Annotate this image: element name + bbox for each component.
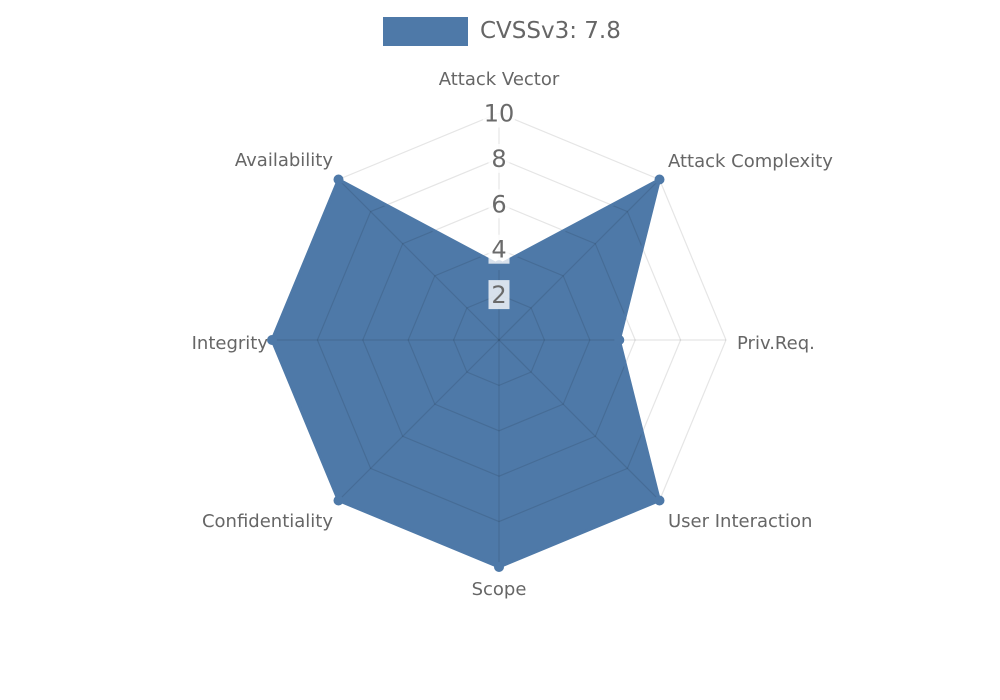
tick-label-8: 8	[491, 145, 506, 173]
data-point-priv-req	[614, 335, 625, 345]
axis-label-user-interaction: User Interaction	[668, 511, 812, 532]
tick-backdrop-6	[488, 189, 510, 219]
data-point-scope	[494, 562, 504, 572]
axis-label-attack-vector: Attack Vector	[439, 69, 560, 90]
grid-ring-4	[407, 248, 591, 432]
axis-spoke-availability	[338, 179, 500, 341]
data-point-integrity	[267, 335, 277, 345]
grid-ring-2	[452, 293, 546, 387]
axis-label-scope: Scope	[472, 579, 527, 600]
tick-backdrop-10	[483, 98, 515, 128]
axis-label-attack-complexity: Attack Complexity	[668, 151, 833, 172]
tick-label-4: 4	[491, 236, 506, 264]
tick-backdrop-8	[488, 143, 510, 173]
axis-label-confidentiality: Confidentiality	[202, 511, 333, 532]
legend-swatch	[383, 17, 468, 46]
axis-spoke-attack-complexity	[498, 179, 660, 341]
tick-backdrop-4	[488, 234, 510, 264]
cvss-data-area	[272, 179, 660, 567]
axis-label-priv-req: Priv.Req.	[737, 333, 815, 354]
axis-spoke-user-interaction	[498, 339, 660, 501]
data-point-availability	[333, 174, 344, 185]
data-point-attack-complexity	[654, 174, 665, 185]
tick-label-2: 2	[491, 281, 506, 309]
data-point-confidentiality	[333, 495, 344, 506]
grid-ring-6	[362, 203, 636, 477]
axis-spoke-confidentiality	[338, 339, 500, 501]
chart-legend: CVSSv3: 7.8	[383, 17, 621, 46]
grid-ring-8	[316, 157, 682, 523]
tick-label-6: 6	[491, 190, 506, 218]
legend-label: CVSSv3: 7.8	[480, 18, 621, 44]
tick-backdrop-2	[488, 280, 510, 310]
axis-label-availability: Availability	[235, 150, 333, 171]
axis-label-integrity: Integrity	[192, 333, 269, 354]
data-point-user-interaction	[654, 495, 665, 506]
tick-label-10: 10	[484, 100, 515, 128]
